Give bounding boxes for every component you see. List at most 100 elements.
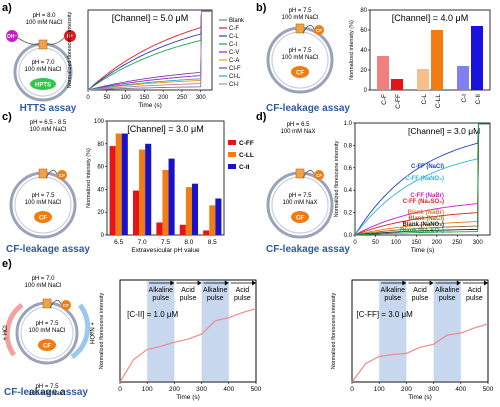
hcl-label: + HCl [3,325,9,340]
x-tick-label: 100 [142,386,153,393]
x-tick-label: 200 [432,240,443,246]
bar-C-FF-7.5 [156,222,163,235]
escaped-dye-label: CF [316,173,322,178]
plot-frame-top [351,279,489,383]
escaped-dye [314,25,324,35]
category-label: C-L [421,94,428,105]
outside-salt: 100 mM NaX [280,129,315,135]
bar-C-FF [391,79,403,90]
pulse-label: Alkaline [381,287,406,294]
legend-swatch [228,164,236,169]
y-tick-label: 0.6 [344,166,353,172]
x-tick-label: 400 [455,386,466,393]
y-tick-label: 0.8 [344,143,353,149]
channel-icon [42,298,52,309]
y-tick-label: 1.0 [344,121,353,127]
series-label: C-FF (NaNO₃) [405,176,444,182]
category-label: C-LL [435,94,442,108]
legend-entry: C-L [229,34,239,40]
panel-letter: c) [2,111,12,123]
y-tick-label: 40 [360,48,367,54]
leak-arrow [49,299,62,309]
bar-C-II-8.0 [191,183,199,235]
series-label: C-FF (NaCl) [411,164,444,170]
pulse-label: pulse [234,295,251,302]
escaped-dye [314,170,324,180]
leak-arrow [302,169,315,179]
series-line [119,308,257,383]
series-label: Blank (NaBr) [408,210,444,216]
chart-b: [Channel] = 4.0 μM Normalized intensity (… [349,8,491,109]
concentration-annotation: [Channel] = 5.0 μM [112,13,188,23]
concentration-annotation: [Channel] = 3.0 μM [127,124,203,134]
chart-e-c-ii: Normalized florescene intensity Time (s) A… [99,279,262,401]
series-line [354,123,490,236]
series-line-CI-F [87,10,212,91]
legend-entry: C-A [229,58,239,64]
legend-entry: Blank [229,18,245,24]
pulse-label: pulse [152,295,169,302]
inside-ph: pH = 7.0 [32,60,56,66]
pulse-label: Alkaline [435,287,460,294]
pulse-arrowhead [197,280,202,286]
y-tick-label: 60 [97,165,104,171]
pulse-label: Alkaline [203,287,228,294]
pulse-shade [201,280,229,382]
bar-C-I [457,66,469,90]
pulse-shade [147,280,175,382]
legend-entry: CI-F [229,66,241,72]
x-tick-label: 300 [196,95,207,101]
x-tick-label: 8.5 [208,239,217,246]
series-line [354,123,490,236]
inside-salt: 100 mM NaX [282,200,317,206]
inside-salt: 100 mM NaCl [25,67,62,73]
concentration-annotation: [C-II] = 1.0 μM [127,310,178,319]
bar-C-II-7.5 [168,158,175,235]
pulse-shade [379,280,407,382]
pulse-arrowhead [402,280,407,286]
hcl-arrow [4,302,24,357]
x-tick-label: 0 [353,240,357,246]
escaped-dye [57,170,67,180]
pulse-arrowhead [484,280,488,286]
category-label: C-II [475,94,482,105]
y-tick-label: 0.2 [344,211,353,217]
bar-C-II-7.0 [145,143,152,235]
plot-frame [354,122,491,236]
x-tick-label: 50 [372,240,379,246]
bar-C-LL-8.5 [209,205,216,235]
bar-C-II-8.5 [215,198,222,235]
inside-ph: pH = 7.5 [32,193,56,199]
y-axis-label: Normalized florescene intensity [331,293,337,370]
inside-salt: 100 mM NaCl [282,55,319,61]
proton-ion [64,30,76,42]
legend-entry: C-V [229,50,239,56]
x-tick-label: 200 [401,386,412,393]
category-label: C-FF [395,94,402,109]
channel-icon [38,168,48,179]
inside-ph: pH = 7.5 [36,321,60,327]
channel-icon [295,168,305,179]
x-axis-label: Time (s) [138,102,162,109]
x-tick-label: 7.5 [161,239,170,246]
outside-ph: pH = 8.0 [33,13,57,19]
legend-entry: C-LL [239,152,254,159]
outside-salt: 100 mM NaCl [26,20,63,26]
series-line-C-F [87,10,212,91]
outside-salt: 100 mM NaCl [25,283,62,289]
y-tick-label: 80 [97,142,104,148]
assay-caption: CF-leakage assay [266,103,350,114]
pulse-arrowhead [170,280,175,286]
x-tick-label: 300 [196,386,207,393]
concentration-annotation: [C-FF] = 3.0 μM [356,310,413,319]
dye-blob [38,339,56,351]
pulse-label: Acid [236,287,250,294]
pulse-shade [433,280,461,382]
bar-C-LL-6.5 [115,133,122,235]
bar-C-F [377,56,389,90]
outside-ph: pH = 7.0 [32,276,56,282]
bar-C-FF-8.5 [203,230,210,235]
pulse-label: Alkaline [149,287,174,294]
chart-e-c-ff: Normalized florescene intensity Time (s) A… [331,279,494,401]
x-tick-label: 250 [177,95,188,101]
